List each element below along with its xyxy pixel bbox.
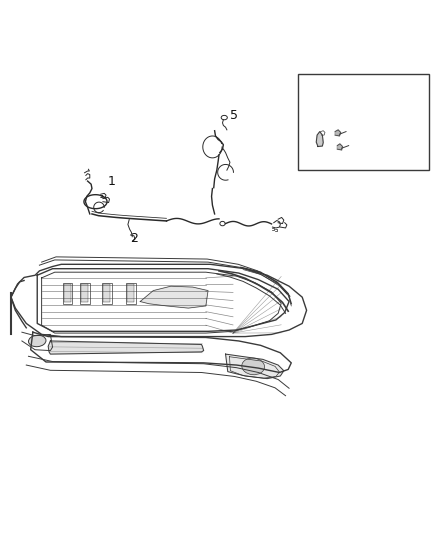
Text: 5: 5 — [230, 109, 238, 122]
Bar — [298, 74, 429, 170]
Polygon shape — [140, 286, 208, 308]
Text: 3: 3 — [314, 104, 321, 117]
Ellipse shape — [221, 115, 227, 120]
Bar — [64, 284, 71, 302]
Bar — [63, 282, 72, 304]
Bar — [103, 284, 110, 302]
Polygon shape — [316, 132, 323, 147]
Polygon shape — [337, 144, 343, 150]
Bar — [81, 284, 88, 302]
Bar — [102, 282, 112, 304]
Text: 4: 4 — [327, 135, 335, 148]
Bar — [80, 282, 90, 304]
Ellipse shape — [28, 335, 46, 346]
Text: 1: 1 — [108, 175, 116, 188]
Polygon shape — [226, 354, 284, 378]
Bar — [127, 284, 134, 302]
Ellipse shape — [220, 221, 225, 226]
Ellipse shape — [242, 358, 265, 375]
Text: 2: 2 — [130, 231, 138, 245]
Bar — [126, 282, 136, 304]
Polygon shape — [48, 341, 204, 354]
Polygon shape — [335, 130, 341, 136]
